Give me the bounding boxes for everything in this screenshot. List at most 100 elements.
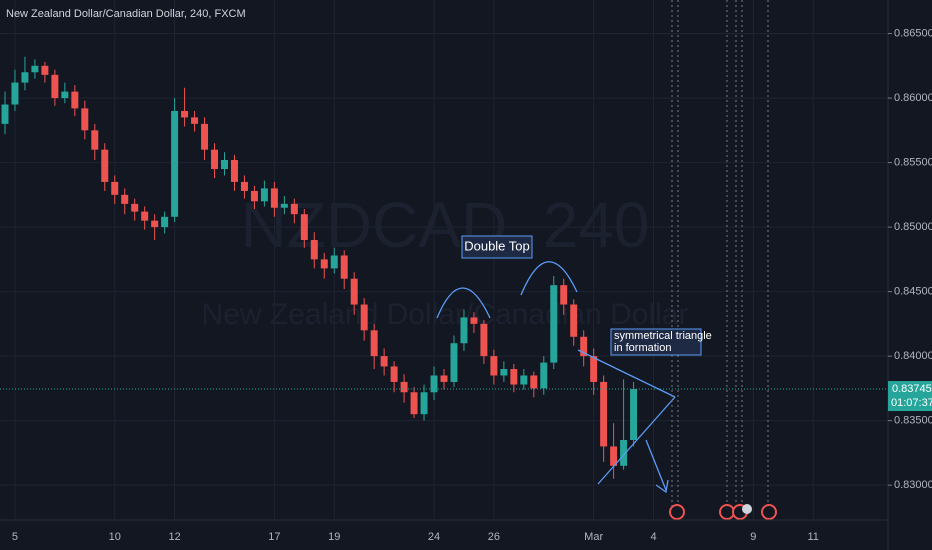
y-tick-label: 0.83500 [894, 415, 932, 427]
x-tick-label: 9 [750, 531, 756, 543]
annotation: in formation [614, 342, 671, 354]
candle-body [211, 149, 219, 170]
candle-body [51, 74, 59, 99]
candle-body [610, 446, 618, 466]
chart-title: New Zealand Dollar/Canadian Dollar, 240,… [6, 8, 246, 20]
candle-body [161, 216, 169, 228]
x-tick-label: 12 [168, 531, 180, 543]
candle-body [31, 65, 39, 73]
candle-body [250, 190, 258, 202]
candle-body [420, 392, 428, 415]
candle-body [310, 240, 318, 260]
y-tick-label: 0.83000 [894, 479, 932, 491]
candle-body [131, 203, 139, 212]
watermark-description: New Zealand Dollar/Canadian Dollar [202, 298, 689, 331]
candle-body [81, 108, 89, 131]
x-tick-label: 5 [12, 531, 18, 543]
y-tick-label: 0.86500 [894, 27, 932, 39]
candle-body [71, 91, 79, 109]
arrow-head [655, 479, 669, 494]
y-tick-label: 0.86000 [894, 92, 932, 104]
x-tick-label: 19 [328, 531, 340, 543]
price-tag [888, 381, 932, 412]
candle-body [121, 194, 129, 204]
y-tick-label: 0.84000 [894, 350, 932, 362]
candle-body [260, 188, 268, 202]
candle-body [21, 72, 29, 83]
candle-body [101, 149, 109, 182]
candle-body [560, 285, 568, 305]
candle-body [630, 389, 638, 440]
candle-body [290, 203, 298, 215]
candles [0, 56, 888, 479]
candle-body [410, 392, 418, 415]
candle-body [191, 117, 199, 124]
candle-body [141, 211, 149, 221]
event-lines [671, 0, 769, 520]
candle-body [221, 160, 228, 170]
candle-body [450, 343, 458, 382]
candle-body [111, 181, 119, 195]
candle-body [360, 304, 368, 331]
candle-body [460, 317, 468, 344]
candle-body [620, 440, 628, 466]
x-tick-label: Mar [584, 531, 603, 543]
label-box [461, 235, 533, 259]
top-arc [520, 261, 578, 296]
top-arc [436, 287, 491, 319]
candle-body [230, 160, 238, 182]
candle-body [181, 110, 189, 118]
event-icons[interactable] [669, 504, 777, 520]
drawings [436, 261, 676, 494]
candle-body [380, 356, 388, 367]
candle-body [530, 375, 538, 389]
candle-body [490, 356, 498, 376]
candle-body [1, 104, 9, 124]
candle-body [201, 123, 209, 150]
candle-body [590, 356, 598, 382]
candle-body [41, 65, 49, 75]
candle-body [480, 323, 488, 357]
candle-body [550, 285, 558, 363]
candle-body [91, 130, 99, 150]
candle-body [11, 82, 19, 105]
axes: 0.86500 0.86000 0.85500 0.85000 0.84500 0.840… [12, 27, 932, 543]
arrow [645, 439, 667, 491]
y-tick-label: 0.85500 [894, 156, 932, 168]
candle-body [470, 317, 478, 324]
candle-body [280, 203, 288, 208]
x-tick-label: 26 [488, 531, 500, 543]
candle-body [370, 330, 378, 357]
candle-body [600, 381, 608, 447]
x-tick-label: 10 [109, 531, 121, 543]
candle-body [440, 375, 448, 382]
label-box [610, 328, 702, 356]
y-tick-label: 0.84500 [894, 286, 932, 298]
candle-body [500, 369, 508, 376]
candle-body [61, 91, 69, 99]
candle-body [171, 110, 179, 217]
candle-body [320, 259, 328, 269]
x-tick-label: 24 [428, 531, 440, 543]
candle-body [340, 255, 348, 279]
candle-body [540, 362, 548, 389]
x-tick-label: 11 [807, 531, 818, 543]
candle-body [151, 220, 159, 228]
watermark-symbol: NZDCAD, 240 [241, 189, 650, 261]
candle-body [570, 304, 578, 337]
candle-body [520, 375, 528, 385]
candle-body [330, 255, 338, 269]
price-tag-label: 0.83745 [892, 383, 932, 395]
candle-body [390, 366, 398, 382]
x-tick-label: 17 [268, 531, 280, 543]
candle-body [510, 369, 518, 385]
candle-body [580, 336, 588, 357]
x-tick-label: 4 [650, 531, 656, 543]
countdown: 01:07:37 [891, 397, 932, 409]
candle-body [240, 181, 248, 191]
triangle-line [597, 396, 676, 485]
triangle-line [577, 349, 676, 398]
candle-body [400, 381, 408, 393]
